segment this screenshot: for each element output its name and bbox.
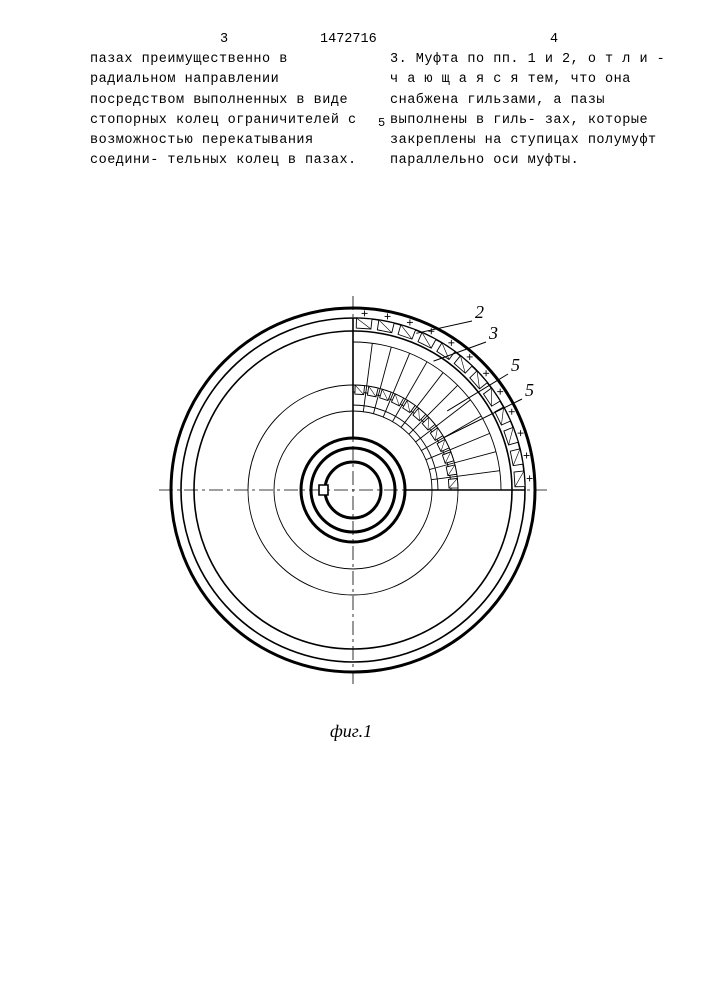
figure-caption: фиг.1 xyxy=(330,718,372,745)
figure-svg: 2355 xyxy=(153,280,553,740)
figure-label: 5 xyxy=(511,355,520,375)
line-marker-5: 5 xyxy=(378,114,385,132)
page-num-right: 4 xyxy=(550,30,558,50)
text-column-left: пазах преимущественно в радиальном напра… xyxy=(90,50,370,172)
page: 3 1472716 4 пазах преимущественно в ради… xyxy=(0,0,707,1000)
figure-1: 2355 фиг.1 xyxy=(153,280,553,740)
text-column-right: 3. Муфта по пп. 1 и 2, о т л и - ч а ю щ… xyxy=(390,50,670,172)
figure-label: 2 xyxy=(475,302,484,322)
patent-number: 1472716 xyxy=(320,30,377,50)
figure-label: 5 xyxy=(525,380,534,400)
figure-label: 3 xyxy=(488,323,498,343)
page-num-left: 3 xyxy=(220,30,228,50)
